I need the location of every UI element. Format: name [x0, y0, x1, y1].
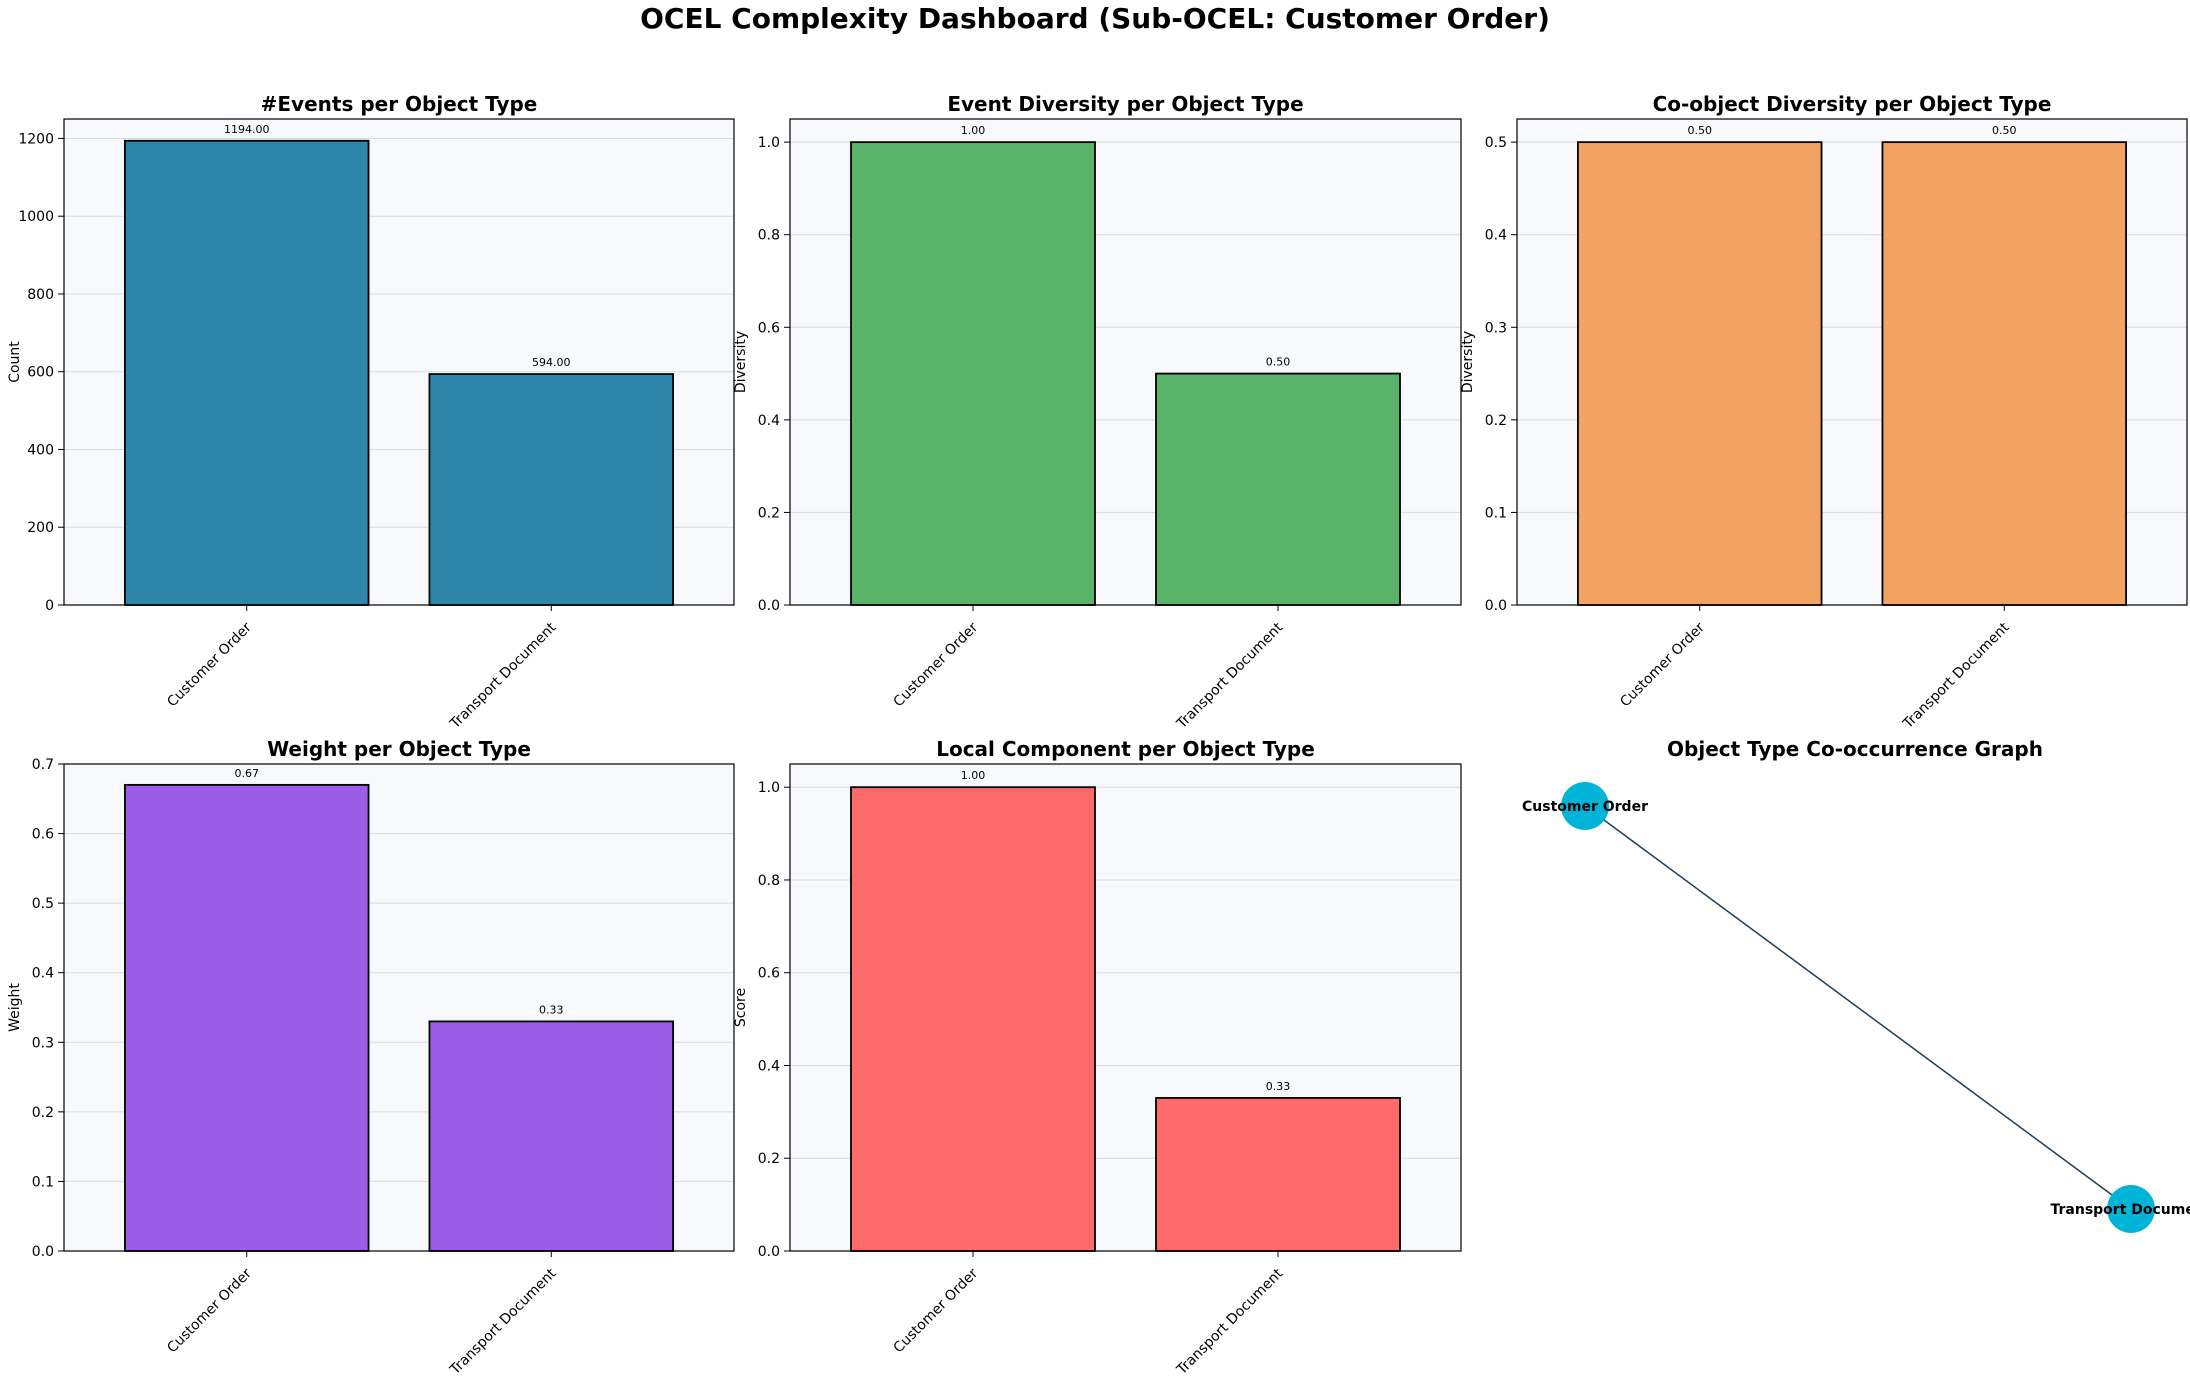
y-tick-label: 0.2	[758, 505, 780, 521]
y-tick-label: 0.6	[758, 966, 780, 982]
plot-frame	[63, 763, 735, 1252]
y-tick-label: 0.0	[32, 1244, 54, 1260]
plot-frame	[789, 763, 1462, 1252]
bar	[850, 141, 1096, 606]
y-tick-label: 0.4	[32, 966, 54, 982]
bar-value-label: 0.50	[1992, 124, 2017, 137]
bar-value-label: 1194.00	[224, 123, 270, 136]
x-tick-label: Customer Order	[164, 1265, 255, 1356]
chart-title: Co-object Diversity per Object Type	[1653, 92, 2052, 116]
bar-value-label: 0.50	[1687, 124, 1712, 137]
y-tick-label: 1.0	[758, 135, 780, 151]
chart-title: #Events per Object Type	[261, 92, 538, 116]
chart-panel-5: 1.00 0.33 0.0 0.2 0.4 0.6 0.8 1.0 Customer Order…	[733, 737, 1462, 1377]
y-tick-label: 0.8	[758, 873, 780, 889]
bar-value-label: 594.00	[532, 356, 571, 369]
y-tick-label: 0.4	[758, 1058, 780, 1074]
y-tick-label: 600	[27, 365, 54, 381]
bar-value-label: 1.00	[961, 769, 986, 782]
chart-panel-3: 0.50 0.50 0.0 0.1 0.2 0.3 0.4 0.5 Customer Order…	[1460, 92, 2188, 733]
plot-frame	[789, 118, 1462, 606]
x-tick-label: Transport Document	[447, 619, 560, 732]
y-tick-label: 0.2	[1485, 413, 1507, 429]
x-tick-label: Transport Document	[1173, 619, 1286, 732]
graph-node-label: Transport Document	[2050, 1202, 2190, 1218]
y-axis-label: Diversity	[733, 331, 749, 393]
x-tick-label: Customer Order	[164, 619, 255, 710]
chart-panel-1: 1194.00 594.00 0 200 400 600 800 1000 1200 Custom…	[7, 92, 735, 733]
y-tick-label: 0.0	[758, 1244, 780, 1260]
graph-node-label: Customer Order	[1522, 799, 1648, 815]
bar	[850, 786, 1096, 1252]
y-tick-label: 0.2	[32, 1105, 54, 1121]
graph-area: Customer Order Transport Document	[1522, 782, 2190, 1233]
y-tick-label: 0.8	[758, 228, 780, 244]
y-tick-label: 0	[45, 598, 54, 614]
bar-value-label: 0.67	[234, 767, 259, 780]
y-tick-label: 0.0	[1485, 598, 1507, 614]
bar	[428, 373, 674, 606]
graph-node	[1561, 782, 1609, 830]
y-tick-label: 0.1	[32, 1174, 54, 1190]
chart-title: Event Diversity per Object Type	[947, 92, 1303, 116]
y-tick-label: 0.3	[32, 1035, 54, 1051]
y-axis-label: Weight	[7, 983, 23, 1032]
x-tick-label: Customer Order	[1617, 619, 1708, 710]
y-tick-label: 0.3	[1485, 320, 1507, 336]
y-tick-label: 200	[27, 520, 54, 536]
chart-title: Object Type Co-occurrence Graph	[1667, 737, 2043, 761]
bar	[1155, 372, 1401, 606]
bar	[1155, 1097, 1401, 1252]
chart-title: Local Component per Object Type	[936, 737, 1315, 761]
bar	[124, 139, 370, 606]
x-tick-label: Customer Order	[891, 1265, 982, 1356]
graph-edge	[1584, 805, 2132, 1210]
plot-frame	[63, 118, 735, 606]
y-tick-label: 1200	[18, 131, 54, 147]
y-axis-label: Score	[733, 988, 749, 1027]
y-tick-label: 0.0	[758, 598, 780, 614]
chart-panel-4: 0.67 0.33 0.0 0.1 0.2 0.3 0.4 0.5 0.6 0.7 Customer…	[7, 737, 735, 1377]
x-tick-label: Customer Order	[891, 619, 982, 710]
bar-value-label: 0.50	[1266, 356, 1291, 369]
y-tick-label: 0.7	[32, 757, 54, 773]
x-tick-label: Transport Document	[1173, 1265, 1286, 1377]
x-tick-label: Transport Document	[1900, 619, 2013, 732]
bar	[1881, 141, 2127, 606]
y-tick-label: 400	[27, 442, 54, 458]
chart-panel-2: 1.00 0.50 0.0 0.2 0.4 0.6 0.8 1.0 Customer Order…	[733, 92, 1462, 733]
bar-value-label: 1.00	[961, 124, 986, 137]
bar	[124, 783, 370, 1252]
y-tick-label: 0.6	[758, 320, 780, 336]
y-tick-label: 0.5	[32, 896, 54, 912]
y-axis-label: Diversity	[1460, 331, 1476, 393]
bar-value-label: 0.33	[1266, 1080, 1291, 1093]
y-tick-label: 0.6	[32, 827, 54, 843]
y-tick-label: 0.5	[1485, 135, 1507, 151]
bar	[1577, 141, 1823, 606]
y-tick-label: 0.2	[758, 1151, 780, 1167]
x-tick-label: Transport Document	[447, 1265, 560, 1377]
plot-frame	[1516, 118, 2188, 606]
bar-value-label: 0.33	[539, 1003, 564, 1016]
y-tick-label: 0.4	[758, 413, 780, 429]
dashboard-title: OCEL Complexity Dashboard (Sub-OCEL: Cus…	[640, 2, 1550, 35]
y-tick-label: 0.1	[1485, 505, 1507, 521]
graph-node	[2107, 1185, 2155, 1233]
y-tick-label: 0.4	[1485, 228, 1507, 244]
y-tick-label: 1.0	[758, 780, 780, 796]
y-tick-label: 1000	[18, 209, 54, 225]
y-axis-label: Count	[7, 341, 23, 383]
chart-panel-6: Object Type Co-occurrence Graph Customer …	[1522, 737, 2190, 1233]
bar	[428, 1020, 674, 1252]
chart-title: Weight per Object Type	[267, 737, 531, 761]
y-tick-label: 800	[27, 287, 54, 303]
